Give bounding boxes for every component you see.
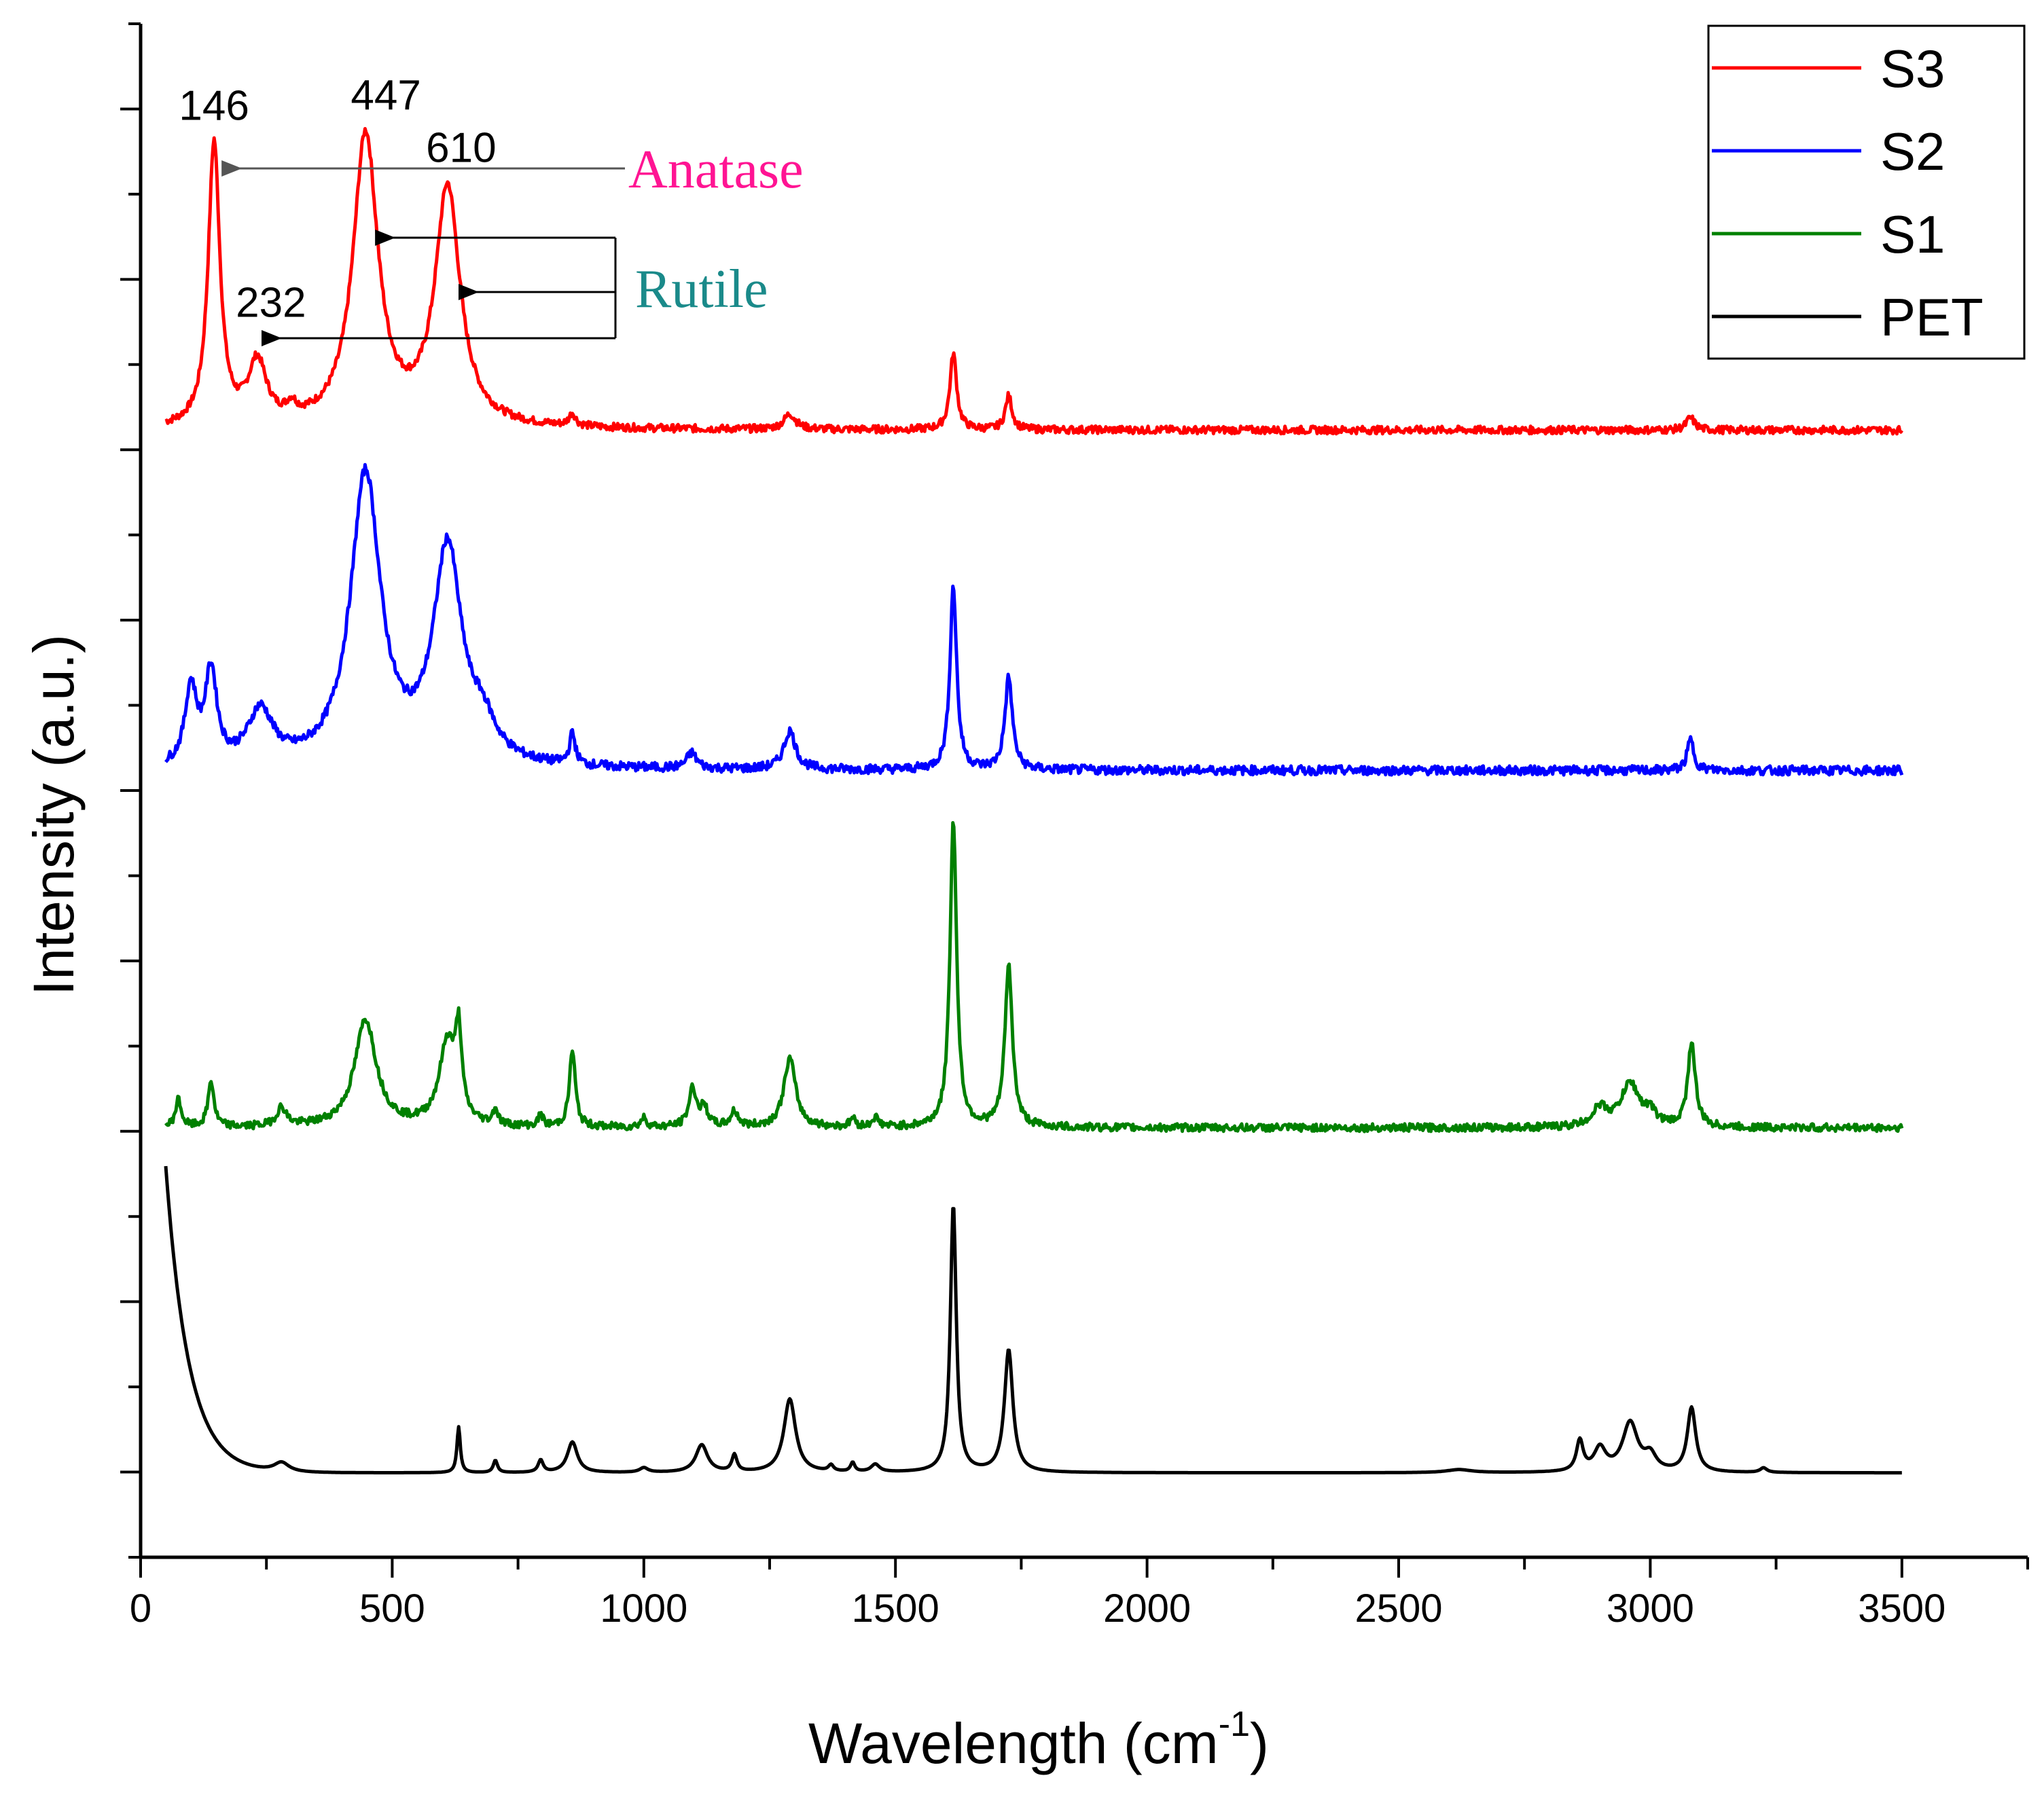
y-axis-title: Intensity (a.u.) [22,634,86,996]
series-line-s3 [164,127,1903,436]
x-axis-title: Wavelength (cm-1) [808,1705,1269,1775]
legend-label-s1: S1 [1880,204,1945,264]
series-layer [164,127,1904,1475]
series-line-s1 [164,821,1904,1133]
y-ticks [120,22,141,1559]
x-axis-title-close: ) [1250,1711,1269,1775]
x-tick-label: 1500 [852,1586,939,1631]
series-line-s2 [164,462,1904,777]
legend-label-s3: S3 [1880,39,1945,98]
x-tick-label: 1000 [600,1586,687,1631]
legend-box [1707,24,2026,360]
x-tick-label: 3000 [1607,1586,1694,1631]
legend: S3 S2 S1 PET [1707,24,2026,360]
x-axis-title-sup: -1 [1219,1705,1250,1744]
peak-label-146: 146 [179,82,249,129]
x-ticks: 0 500 1000 1500 2000 2500 3000 3500 [130,1557,2029,1631]
series-line-pet [164,1165,1903,1475]
x-tick-label: 2500 [1355,1586,1442,1631]
peak-label-447: 447 [351,72,420,119]
rutile-label: Rutile [635,259,768,319]
x-axis-title-main: Wavelength (cm [808,1711,1219,1775]
legend-label-pet: PET [1880,287,1984,347]
peak-label-610: 610 [426,125,496,172]
x-tick-label: 500 [359,1586,425,1631]
x-tick-label: 0 [130,1586,151,1631]
x-tick-label: 2000 [1103,1586,1191,1631]
legend-label-s2: S2 [1880,122,1945,181]
anatase-label: Anatase [628,140,804,200]
peak-label-232: 232 [236,279,306,326]
x-tick-label: 3500 [1858,1586,1946,1631]
